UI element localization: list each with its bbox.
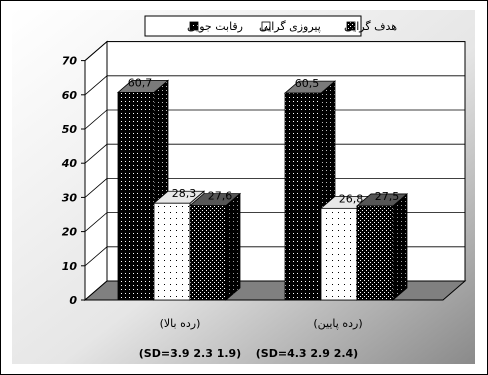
sd-label: (SD=4.3 2.9 2.4) [256,347,358,360]
bar-front [153,202,191,301]
bar [355,193,409,301]
sd-label: (SD=3.9 2.3 1.9) [139,347,241,360]
value-label: 60,7 [128,76,153,89]
category-label: (رده پایین) [313,317,362,330]
bar-side [392,193,408,301]
bar-side [225,192,241,301]
y-tick-label: 30 [62,191,78,204]
x-axis-labels: (رده بالا) (رده پایین) (SD=3.9 2.3 1.9) (SD… [139,317,363,360]
value-label: 27,5 [375,190,400,203]
legend-label: رقابت جویی [187,20,243,33]
value-label: 27,6 [208,190,233,203]
legend-label: پیروزی گرایی [259,20,321,33]
category-label: (رده بالا) [160,317,201,330]
y-tick-label: 70 [62,55,78,68]
gridline [84,41,465,61]
gridline [84,109,465,130]
value-label: 26,8 [339,192,364,205]
legend-swatch [189,21,199,31]
gridlines [84,41,465,267]
bars [116,79,409,301]
gridline [84,143,465,164]
y-tick-label: 0 [69,294,77,307]
gridline [84,177,465,198]
legend-label: هدف گرایی [344,20,397,33]
gridline [84,75,465,96]
y-tick-label: 60 [62,89,78,102]
bar-front [117,92,155,301]
y-axis: 0 10 20 30 40 50 60 70 [61,55,86,307]
legend-box [144,15,362,37]
legend-items: هدف گرایی پیروزی گرایی رقابت جویی [187,20,397,33]
bar [116,79,170,301]
bar-front [284,92,322,301]
y-tick-label: 50 [62,123,78,136]
value-label: 28,3 [172,187,197,200]
bar-front [320,207,358,301]
legend-swatch [261,21,271,31]
y-tick-label: 40 [61,157,78,170]
bar-front [189,205,227,301]
value-label: 60,5 [295,77,320,90]
legend-swatch [346,21,356,31]
y-tick-label: 10 [62,260,78,273]
bar-front [356,205,394,301]
y-tick-label: 20 [62,226,78,239]
value-labels: 60,7 28,3 27,6 60,5 26,8 27,5 [128,76,400,205]
legend: هدف گرایی پیروزی گرایی رقابت جویی [144,15,397,37]
side-wall [84,40,108,302]
bar [188,192,242,301]
